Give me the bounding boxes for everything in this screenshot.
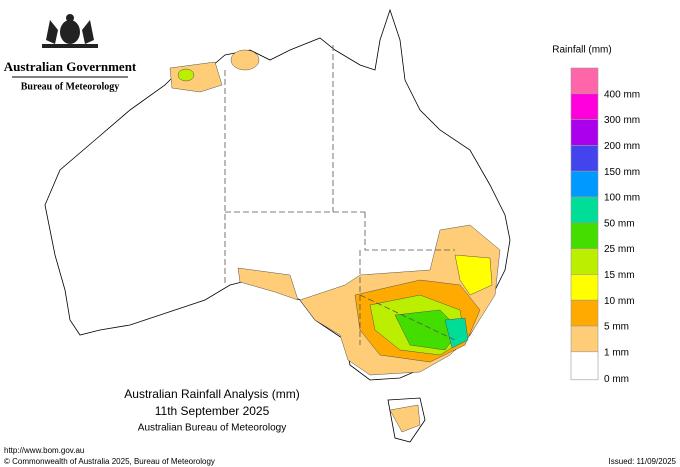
- bureau-name: Bureau of Meteorology: [21, 81, 120, 92]
- government-name: Australian Government: [4, 59, 137, 74]
- legend-swatch: [570, 222, 599, 249]
- legend-label: 0 mm: [604, 374, 629, 385]
- australia-map: [44, 8, 511, 443]
- legend-swatch: [570, 170, 599, 198]
- map-title: Australian Rainfall Analysis (mm): [124, 387, 299, 401]
- legend: 400 mm 300 mm 200 mm 150 mm 100 mm 50 mm 25 mm…: [570, 67, 640, 385]
- legend-label: 100 mm: [604, 193, 640, 204]
- map-source: Australian Bureau of Meteorology: [138, 423, 286, 434]
- map-date: 11th September 2025: [155, 404, 270, 418]
- legend-swatch: [570, 325, 599, 353]
- legend-label: 300 mm: [604, 115, 640, 126]
- legend-swatch: [570, 299, 599, 327]
- state-borders: [224, 45, 456, 345]
- legend-label: 150 mm: [604, 167, 640, 178]
- rain-areas: [169, 49, 501, 433]
- legend-label: 25 mm: [604, 244, 635, 255]
- legend-swatch: [570, 351, 599, 381]
- legend-swatch: [570, 274, 599, 301]
- legend-label: 1 mm: [604, 347, 629, 358]
- legend-swatch: [570, 67, 599, 95]
- footer-issued: Issued: 11/09/2025: [609, 457, 677, 466]
- legend-swatch: [570, 93, 599, 120]
- legend-label: 200 mm: [604, 141, 640, 152]
- legend-swatch: [570, 119, 599, 146]
- legend-swatch: [570, 145, 599, 172]
- footer-url: http://www.bom.gov.au: [4, 446, 84, 455]
- footer-copyright: © Commonwealth of Australia 2025, Bureau…: [4, 457, 215, 466]
- legend-label: 15 mm: [604, 270, 635, 281]
- legend-label: 400 mm: [604, 89, 640, 100]
- legend-label: 10 mm: [604, 296, 635, 307]
- legend-title: Rainfall (mm): [552, 45, 611, 56]
- coat-of-arms: [42, 14, 98, 48]
- legend-label: 50 mm: [604, 218, 635, 229]
- legend-swatch: [570, 248, 599, 275]
- legend-swatch: [570, 196, 599, 224]
- legend-label: 5 mm: [604, 322, 629, 333]
